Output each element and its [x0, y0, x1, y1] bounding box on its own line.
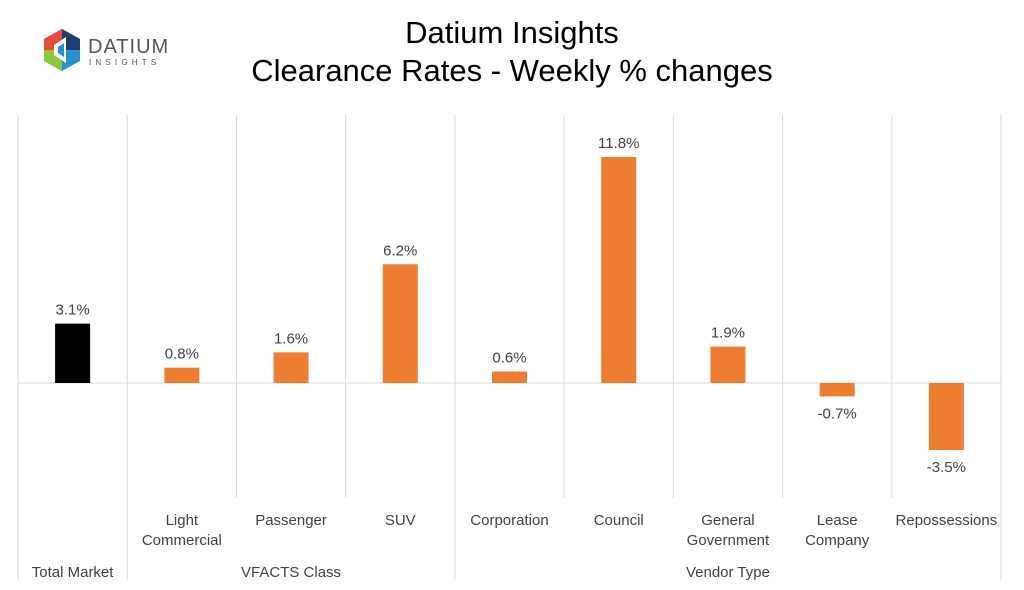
bar	[710, 346, 746, 383]
category-label: Repossessions	[896, 512, 998, 529]
group-label: VFACTS Class	[241, 564, 341, 581]
bar	[382, 264, 418, 383]
category-label: Lease	[817, 512, 858, 529]
data-label: 0.6%	[492, 350, 526, 367]
bar	[273, 352, 309, 383]
bar	[819, 383, 855, 397]
data-label: -0.7%	[818, 405, 857, 422]
category-label: Commercial	[142, 532, 222, 549]
group-label: Vendor Type	[686, 564, 770, 581]
category-label: Corporation	[470, 512, 548, 529]
bar	[55, 323, 91, 383]
bar	[164, 367, 200, 383]
svg-text:DATIUM: DATIUM	[88, 36, 169, 58]
category-label: Council	[594, 512, 644, 529]
group-label: Total Market	[32, 564, 115, 581]
data-label: 1.9%	[711, 325, 745, 342]
bar	[601, 157, 637, 383]
svg-text:INSIGHTS: INSIGHTS	[89, 58, 160, 67]
chart-title: Datium Insights	[405, 15, 619, 50]
category-label: Company	[805, 532, 870, 549]
data-label: 3.1%	[56, 302, 90, 319]
chart-title-block: Datium Insights Clearance Rates - Weekly…	[0, 14, 1024, 90]
datium-logo: DATIUM INSIGHTS	[40, 25, 180, 86]
bar	[928, 383, 964, 451]
data-label: 1.6%	[274, 330, 308, 347]
data-label: 6.2%	[383, 242, 417, 259]
category-label: General	[701, 512, 754, 529]
data-label: -3.5%	[927, 459, 966, 476]
category-label: Light	[166, 512, 199, 529]
data-label: 11.8%	[598, 135, 639, 152]
chart-subtitle: Clearance Rates - Weekly % changes	[251, 53, 773, 88]
data-label: 0.8%	[165, 346, 199, 363]
category-label: SUV	[385, 512, 416, 529]
category-label: Passenger	[255, 512, 327, 529]
bar	[492, 371, 527, 383]
category-label: Government	[687, 532, 770, 549]
